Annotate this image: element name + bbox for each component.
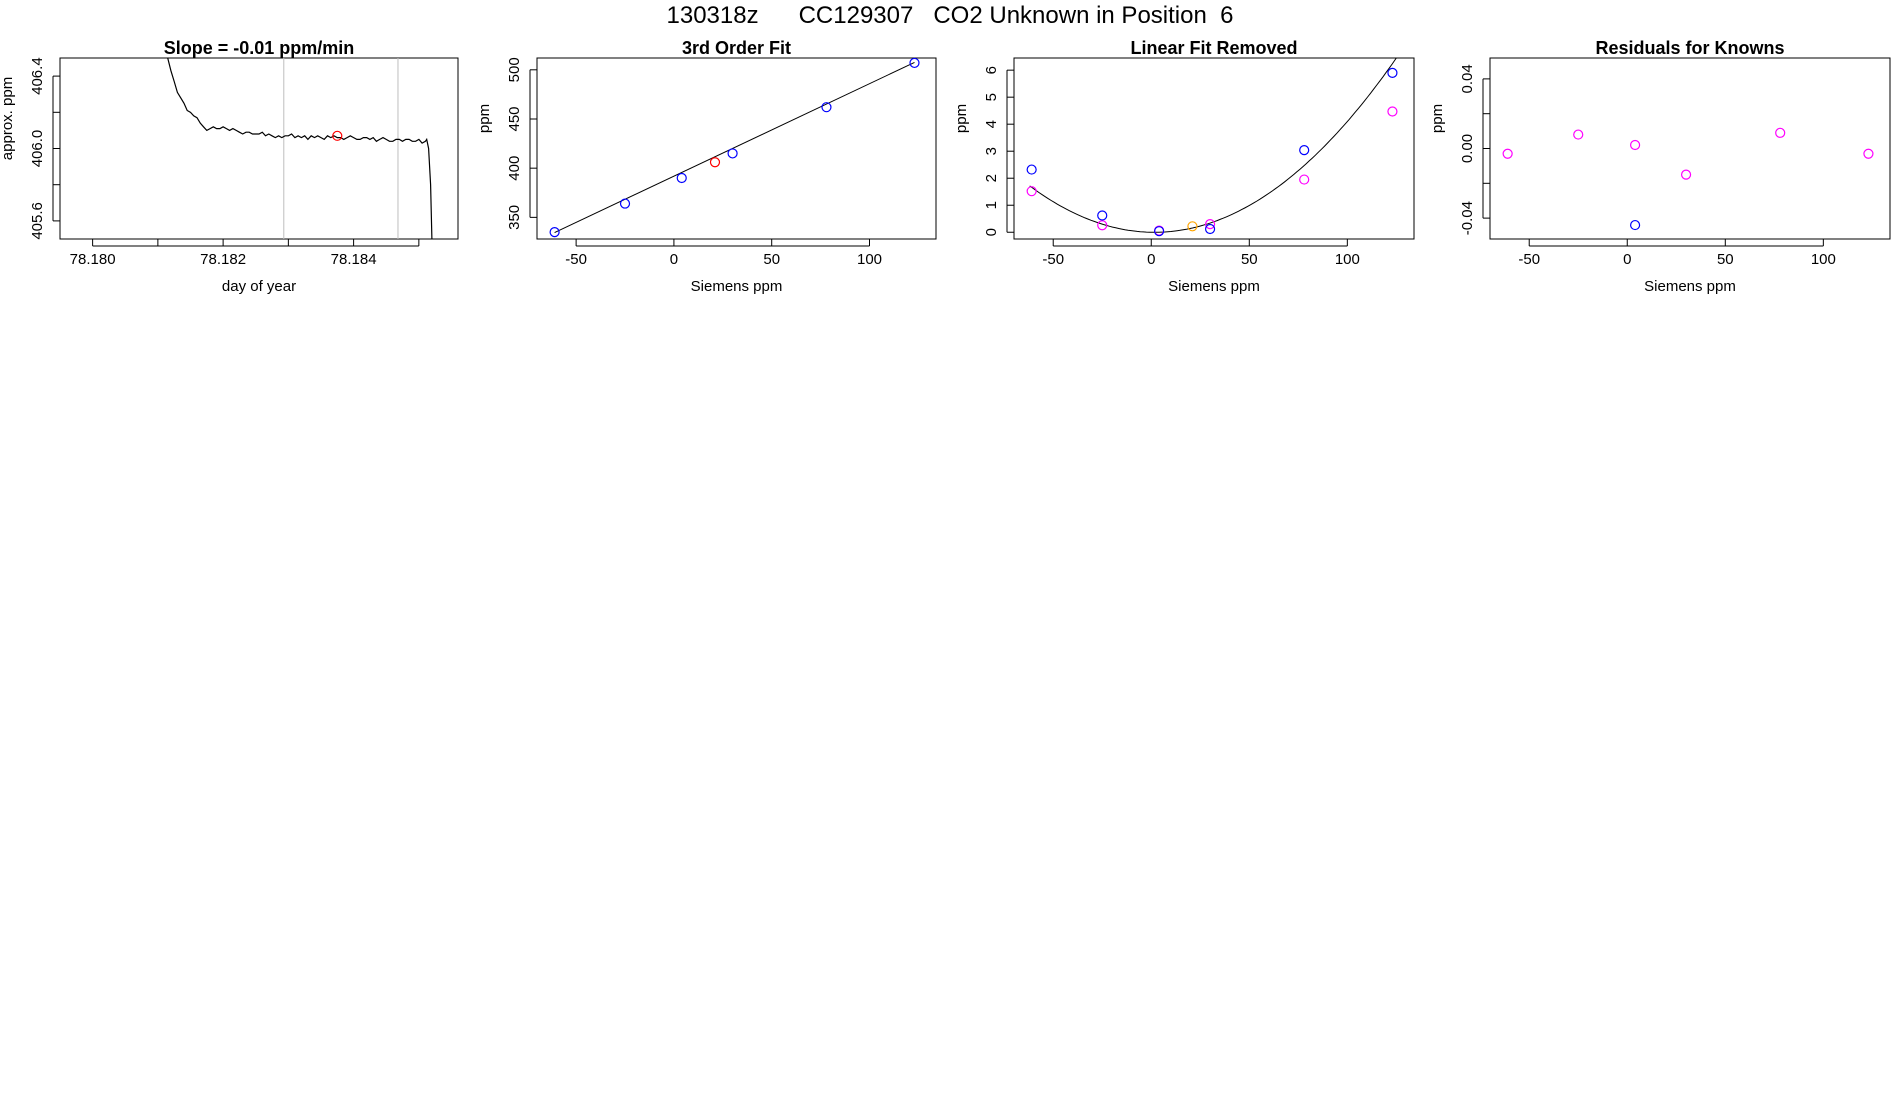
x-tick-label: 50 xyxy=(1717,251,1734,268)
x-tick-label: 78.180 xyxy=(70,251,116,268)
y-tick-label: 400 xyxy=(506,156,523,181)
unknown-point xyxy=(709,157,721,168)
figure-title: 130318z CC129307 CO2 Unknown in Position… xyxy=(666,2,1234,29)
plot-area xyxy=(167,58,433,239)
x-tick-label: -50 xyxy=(1042,251,1064,268)
x-tick-label: 0 xyxy=(670,251,678,268)
unknown-point xyxy=(1187,221,1198,232)
x-tick-label: 0 xyxy=(1623,251,1631,268)
residual-point xyxy=(1502,148,1513,159)
y-axis-label: ppm xyxy=(953,104,970,133)
x-tick-label: 100 xyxy=(1811,251,1836,268)
known-point xyxy=(1299,145,1310,156)
known-point xyxy=(821,102,832,113)
residual-point xyxy=(1629,139,1641,151)
y-tick-label: 6 xyxy=(983,66,1000,74)
x-tick-label: 50 xyxy=(1241,251,1258,268)
plot-area xyxy=(1026,58,1398,237)
linear-removed-point xyxy=(1387,106,1398,117)
linear-removed-point xyxy=(1026,186,1037,197)
linear-removed-point xyxy=(1299,174,1310,185)
panel-title: Slope = -0.01 ppm/min xyxy=(164,38,355,58)
y-tick-label: 2 xyxy=(983,174,1000,182)
linear-removed-point xyxy=(1204,219,1216,230)
residual-point xyxy=(1775,127,1786,138)
panel-title: Residuals for Knowns xyxy=(1595,38,1784,58)
x-tick-label: -50 xyxy=(565,251,587,268)
y-tick-label: 5 xyxy=(983,93,1000,101)
y-tick-label: -0.04 xyxy=(1459,201,1476,235)
x-tick-label: 100 xyxy=(1335,251,1360,268)
x-tick-label: 100 xyxy=(857,251,882,268)
known-point xyxy=(549,227,560,238)
y-tick-label: 1 xyxy=(983,201,1000,209)
x-tick-label: 50 xyxy=(763,251,780,268)
known-point xyxy=(909,57,920,69)
fit-curve xyxy=(1029,58,1397,233)
trace-line xyxy=(167,58,433,239)
known-point xyxy=(1097,210,1108,221)
known-point xyxy=(1204,223,1216,235)
known-point xyxy=(676,172,687,184)
y-tick-label: 406.0 xyxy=(29,130,46,168)
y-axis-label: ppm xyxy=(1429,104,1446,133)
panel-trace: Slope = -0.01 ppm/min 78.180 78.182 78.184 4… xyxy=(0,38,459,295)
plot-frame xyxy=(1489,57,1891,240)
panel-title: Linear Fit Removed xyxy=(1130,38,1297,58)
y-tick-label: 0 xyxy=(983,228,1000,236)
residual-point xyxy=(1680,169,1692,180)
y-axis-label: ppm xyxy=(476,104,493,133)
residual-point xyxy=(1573,129,1584,140)
x-tick-label: -50 xyxy=(1518,251,1540,268)
panel-residuals: Residuals for Knowns -50 0 50 100 -0.04 0.00 0.… xyxy=(1429,38,1891,295)
known-point xyxy=(727,148,738,159)
known-point xyxy=(619,198,631,209)
x-tick-label: 78.184 xyxy=(331,251,377,268)
x-axis-label: Siemens ppm xyxy=(1168,278,1260,295)
y-tick-label: 350 xyxy=(506,205,523,230)
y-tick-label: 0.04 xyxy=(1459,64,1476,93)
x-tick-label: 0 xyxy=(1147,251,1155,268)
panel-third-order-fit: 3rd Order Fit -50 0 50 100 350 400 450 500 Siemen… xyxy=(476,38,937,295)
known-point xyxy=(1387,67,1398,78)
known-residual-point xyxy=(1629,219,1641,231)
y-tick-label: 3 xyxy=(983,147,1000,155)
y-tick-label: 4 xyxy=(983,120,1000,128)
panel-title: 3rd Order Fit xyxy=(682,38,791,58)
y-tick-label: 0.00 xyxy=(1459,134,1476,163)
plot-frame xyxy=(1013,57,1415,240)
y-axis-label: approx. ppm xyxy=(0,77,16,160)
y-tick-label: 500 xyxy=(506,57,523,82)
residual-point xyxy=(1863,148,1874,159)
x-axis-label: day of year xyxy=(222,278,296,295)
known-point xyxy=(1153,226,1165,237)
y-tick-label: 450 xyxy=(506,106,523,131)
x-axis-label: Siemens ppm xyxy=(691,278,783,295)
fit-line xyxy=(554,61,915,234)
unknown-point xyxy=(332,130,343,141)
x-axis-label: Siemens ppm xyxy=(1644,278,1736,295)
panel-linear-fit-removed: Linear Fit Removed -50 0 50 100 0 1 2 3 4 5 6 Siemen… xyxy=(953,38,1415,295)
figure-canvas: Slope = -0.01 ppm/min 78.180 78.182 78.184 4… xyxy=(0,38,1891,295)
x-tick-label: 78.182 xyxy=(200,251,246,268)
plot-frame xyxy=(536,57,937,240)
known-point xyxy=(1026,164,1037,175)
y-tick-label: 406.4 xyxy=(29,57,46,95)
linear-removed-point xyxy=(1097,220,1108,231)
y-tick-label: 405.6 xyxy=(29,202,46,240)
